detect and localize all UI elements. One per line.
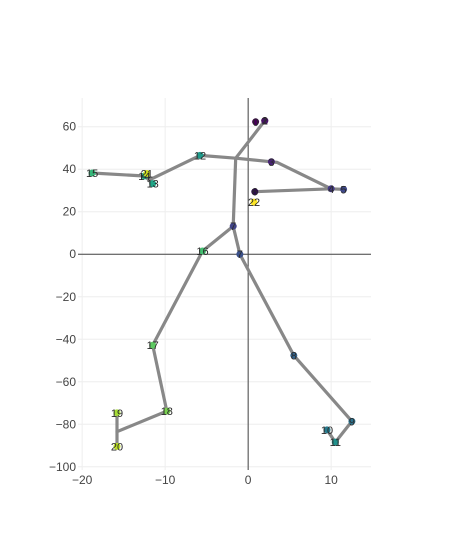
keypoint-marker bbox=[340, 185, 348, 193]
y-tick-label: −100 bbox=[49, 460, 76, 474]
skeleton-segment bbox=[234, 119, 267, 160]
keypoint-label: 20 bbox=[111, 441, 123, 453]
keypoint-label: 5 bbox=[341, 184, 347, 196]
keypoint-marker bbox=[88, 169, 96, 177]
keypoint-label: 0 bbox=[253, 117, 259, 129]
y-tick-label: −40 bbox=[56, 332, 77, 346]
keypoint-label: 6 bbox=[252, 187, 258, 199]
keypoint-label: 8 bbox=[291, 350, 297, 362]
x-tick-label: 0 bbox=[245, 473, 252, 487]
keypoint-label: 1 bbox=[262, 116, 268, 128]
y-tick-label: −80 bbox=[56, 417, 77, 431]
keypoint-marker bbox=[163, 407, 171, 415]
keypoint-marker bbox=[229, 222, 237, 230]
keypoint-marker bbox=[236, 250, 244, 258]
y-tick-label: −20 bbox=[56, 290, 77, 304]
keypoint-label: 3 bbox=[268, 157, 274, 169]
keypoint-label: 12 bbox=[194, 150, 206, 162]
keypoint-label: 2 bbox=[262, 116, 268, 128]
y-tick-label: −60 bbox=[56, 375, 77, 389]
y-tick-label: 60 bbox=[63, 120, 77, 134]
keypoint-marker bbox=[113, 409, 121, 417]
x-tick-label: 10 bbox=[324, 473, 338, 487]
skeleton-segment bbox=[115, 224, 235, 448]
keypoint-marker bbox=[267, 158, 275, 166]
keypoint-marker bbox=[196, 151, 204, 159]
keypoint-label: 21 bbox=[141, 168, 153, 180]
y-tick-label: 40 bbox=[63, 162, 77, 176]
keypoint-marker bbox=[348, 417, 356, 425]
y-axis-ticks: −100 −80 −60 −40 −20 0 20 40 60 bbox=[49, 120, 76, 474]
keypoint-label: 19 bbox=[111, 408, 123, 420]
keypoint-label: 7 bbox=[230, 221, 236, 233]
keypoint-label: 4 bbox=[328, 184, 334, 196]
x-axis-ticks: −20 −10 0 10 bbox=[72, 473, 338, 487]
keypoint-label: 22 bbox=[248, 197, 260, 209]
x-tick-label: −20 bbox=[72, 473, 93, 487]
keypoint-marker bbox=[199, 247, 207, 255]
x-tick-label: −10 bbox=[155, 473, 176, 487]
keypoint-marker bbox=[149, 341, 157, 349]
keypoint-label: 14 bbox=[138, 171, 150, 183]
keypoint-marker bbox=[331, 438, 339, 446]
keypoint-marker bbox=[261, 117, 269, 125]
keypoint-label: 11 bbox=[330, 437, 341, 449]
keypoint-marker bbox=[327, 185, 335, 193]
y-tick-label: 20 bbox=[63, 205, 77, 219]
skeleton-segment bbox=[90, 153, 346, 194]
keypoint-label: 15 bbox=[86, 168, 98, 180]
keypoint-marker bbox=[290, 351, 298, 359]
keypoint-label: 16 bbox=[196, 246, 208, 258]
keypoints bbox=[88, 117, 356, 450]
keypoint-marker bbox=[143, 169, 151, 177]
y-tick-label: 0 bbox=[69, 247, 76, 261]
keypoint-label: 17 bbox=[147, 340, 159, 352]
keypoint-marker bbox=[323, 426, 331, 434]
keypoint-marker bbox=[252, 118, 260, 126]
keypoint-label: 9 bbox=[349, 416, 355, 428]
keypoint-label: 7 bbox=[237, 249, 243, 261]
keypoint-label: 10 bbox=[321, 425, 333, 437]
keypoint-label: 13 bbox=[147, 179, 159, 191]
keypoint-label: 18 bbox=[161, 406, 173, 418]
keypoint-marker bbox=[251, 188, 259, 196]
keypoint-marker bbox=[149, 180, 157, 188]
keypoint-marker bbox=[250, 198, 258, 206]
keypoint-marker bbox=[113, 442, 121, 450]
